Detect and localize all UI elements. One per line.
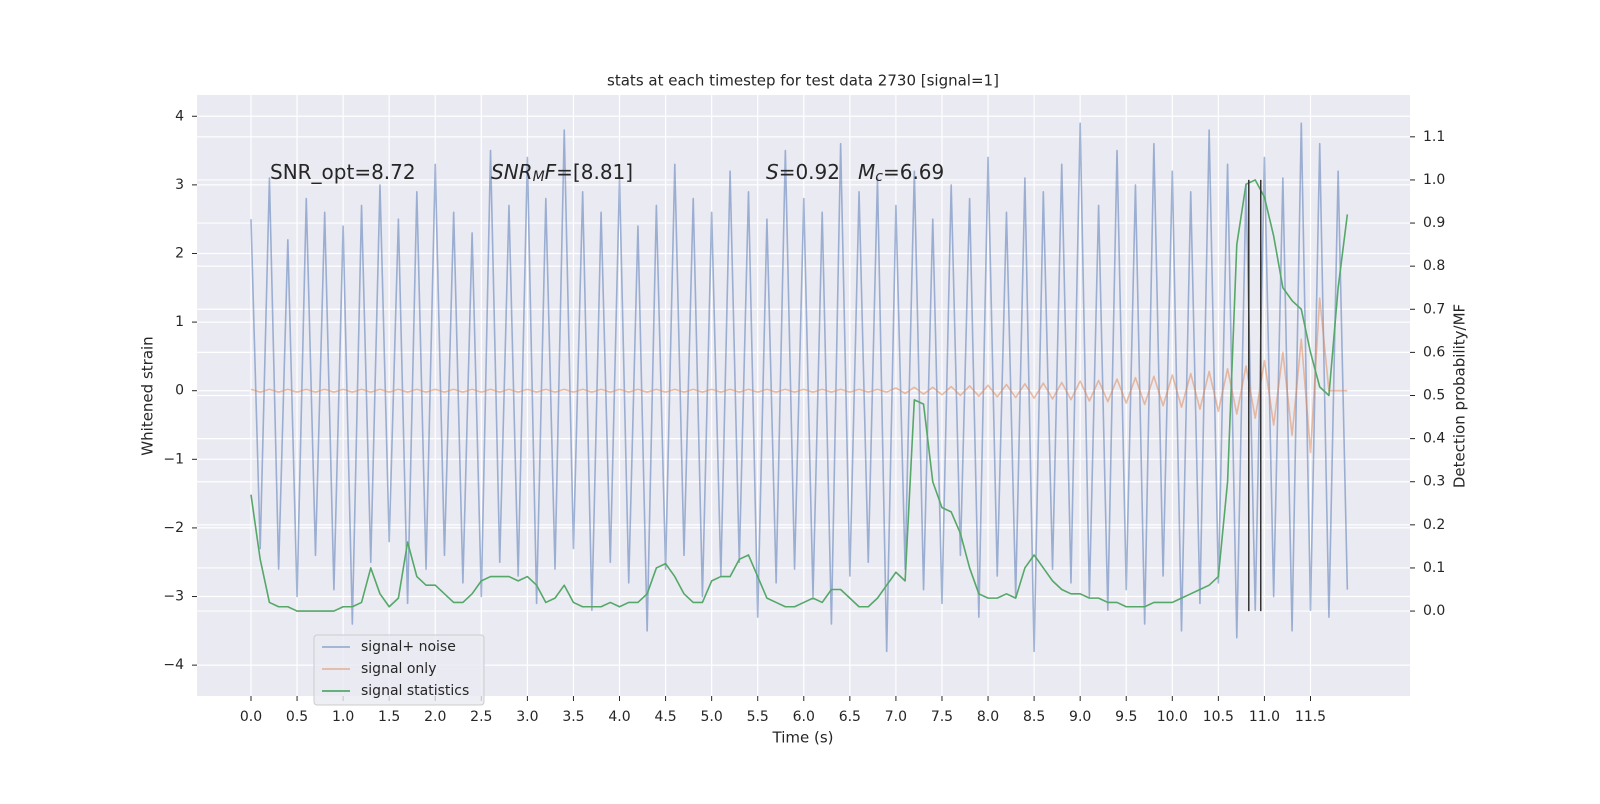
x-tick-label: 2.0 (424, 709, 446, 725)
x-tick-label: 11.5 (1295, 709, 1326, 725)
annotation-part: SNR_opt=8.72 (270, 160, 416, 184)
x-tick-label: 7.0 (885, 709, 907, 725)
y2-tick-label: 0.7 (1423, 301, 1445, 317)
series-line (250, 179, 1349, 612)
x-tick-label: 3.5 (562, 709, 584, 725)
x-tick-label: 3.0 (516, 709, 538, 725)
x-tick-label: 11.0 (1249, 709, 1280, 725)
series-line (250, 122, 1349, 653)
legend-label: signal statistics (361, 683, 469, 699)
y-tick-label: 4 (175, 108, 184, 124)
y2-tick-label: 0.0 (1423, 603, 1445, 619)
x-axis-label: Time (s) (772, 729, 834, 747)
annotation-part: M (533, 169, 545, 185)
legend-label: signal+ noise (361, 639, 456, 655)
y2-tick-label: 1.1 (1423, 129, 1445, 145)
x-tick-label: 7.5 (931, 709, 953, 725)
x-tick-label: 1.0 (332, 709, 354, 725)
y-tick-label: −1 (163, 451, 184, 467)
annotation: SNR_opt=8.72 (270, 160, 416, 184)
x-tick-label: 8.0 (977, 709, 999, 725)
annotation: Mc=6.69 (858, 160, 944, 185)
x-tick-label: 0.5 (286, 709, 308, 725)
y2-tick-label: 0.6 (1423, 344, 1445, 360)
y2-tick-label: 0.8 (1423, 258, 1445, 274)
annotation-part: S (766, 160, 779, 184)
annotation-part: =[8.81] (556, 160, 633, 184)
legend: signal+ noise signal only signal statistic… (313, 634, 485, 706)
series-line (250, 297, 1348, 454)
annotation: SNRMF=[8.81] (491, 160, 633, 185)
annotation-part: M (858, 160, 875, 184)
x-tick-label: 4.5 (654, 709, 676, 725)
y2-tick-label: 0.3 (1423, 474, 1445, 490)
x-tick-label: 9.0 (1069, 709, 1091, 725)
y2-tick-label: 0.1 (1423, 560, 1445, 576)
x-tick-label: 0.0 (240, 709, 262, 725)
y2-tick-label: 0.4 (1423, 431, 1445, 447)
x-tick-label: 6.5 (839, 709, 861, 725)
legend-box (313, 634, 485, 706)
annotation-part: SNR (491, 160, 533, 184)
y-tick-label: 2 (175, 245, 184, 261)
y-tick-label: 1 (175, 314, 184, 330)
y2-tick-label: 1.0 (1423, 172, 1445, 188)
y-axis-label: Whitened strain (139, 336, 157, 455)
chart-title: stats at each timestep for test data 273… (607, 72, 999, 90)
y2-tick-label: 0.5 (1423, 388, 1445, 404)
x-tick-label: 9.5 (1115, 709, 1137, 725)
annotation-part: F (545, 160, 557, 184)
y-tick-label: −3 (163, 589, 184, 605)
legend-label: signal only (361, 661, 436, 677)
annotation-part: =6.69 (883, 160, 944, 184)
y2-axis-label: Detection probability/MF (1451, 304, 1469, 488)
x-tick-label: 8.5 (1023, 709, 1045, 725)
annotation-part: c (875, 169, 883, 185)
x-tick-label: 6.0 (793, 709, 815, 725)
x-tick-label: 5.5 (747, 709, 769, 725)
y2-tick-label: 0.2 (1423, 517, 1445, 533)
y2-tick-label: 0.9 (1423, 215, 1445, 231)
x-tick-label: 5.0 (701, 709, 723, 725)
x-tick-label: 4.0 (608, 709, 630, 725)
x-tick-label: 10.0 (1157, 709, 1188, 725)
y-tick-label: 3 (175, 177, 184, 193)
y-tick-label: −4 (163, 657, 184, 673)
x-tick-label: 10.5 (1203, 709, 1234, 725)
x-tick-label: 1.5 (378, 709, 400, 725)
y-tick-label: −2 (163, 520, 184, 536)
x-tick-label: 2.5 (470, 709, 492, 725)
y-tick-label: 0 (175, 383, 184, 399)
annotation-part: =0.92 (779, 160, 840, 184)
annotation: S=0.92 (766, 160, 840, 184)
